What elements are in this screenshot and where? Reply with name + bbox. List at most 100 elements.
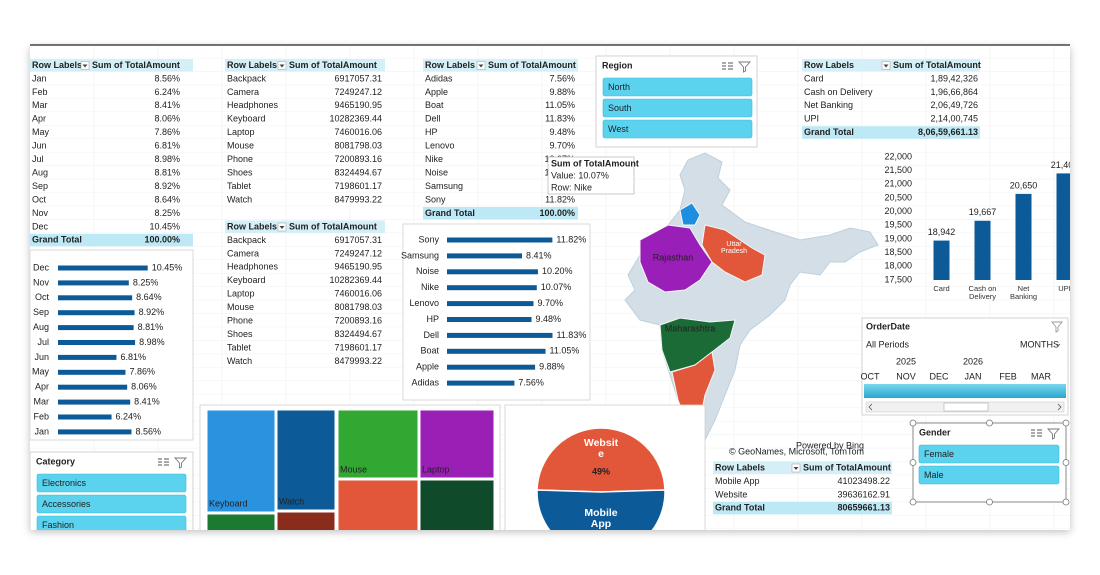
bar bbox=[1015, 193, 1032, 280]
selection-handle[interactable] bbox=[1062, 419, 1070, 427]
category-label: Aug bbox=[33, 322, 49, 332]
x-tick-label: Net Banking bbox=[1009, 285, 1038, 301]
multi-select-icon[interactable] bbox=[1031, 429, 1042, 437]
tooltip-title: Sum of TotalAmount bbox=[551, 158, 639, 168]
selection-handle[interactable] bbox=[1062, 498, 1070, 506]
bar bbox=[447, 285, 537, 291]
slicer-item[interactable] bbox=[918, 465, 1060, 485]
slicer-item[interactable] bbox=[602, 77, 753, 97]
data-label: 10.20% bbox=[542, 266, 573, 276]
row-value: 7460016.06 bbox=[334, 289, 382, 299]
table-header: Sum of TotalAmount bbox=[893, 60, 981, 70]
tile-label: Laptop bbox=[422, 464, 450, 474]
table-header: Row Labels bbox=[227, 60, 277, 70]
selection-handle[interactable] bbox=[909, 419, 917, 427]
bar bbox=[58, 414, 112, 420]
clear-filter-icon[interactable] bbox=[737, 61, 752, 73]
row-label: Mobile App bbox=[715, 476, 760, 486]
x-tick-label-box: Cash on Delivery bbox=[969, 285, 997, 300]
slicer-item-label: North bbox=[608, 82, 630, 92]
category-label: Sony bbox=[418, 234, 439, 244]
tooltip-row: Row: Nike bbox=[551, 182, 592, 192]
data-label: 10.07% bbox=[541, 282, 572, 292]
category-label: Jun bbox=[34, 352, 49, 362]
row-value: 6917057.31 bbox=[334, 235, 382, 245]
total-label: Grand Total bbox=[32, 235, 82, 245]
selection-handle[interactable] bbox=[909, 498, 917, 506]
multi-select-icon[interactable] bbox=[158, 458, 169, 466]
row-label: Jun bbox=[32, 141, 47, 151]
row-label: Shoes bbox=[227, 329, 253, 339]
row-label: Tablet bbox=[227, 342, 252, 352]
slice-label-box: Mobile App bbox=[584, 508, 617, 530]
timeline-month: OCT bbox=[861, 371, 881, 381]
row-value: 10.45% bbox=[149, 221, 180, 231]
tooltip-value: Value: 10.07% bbox=[551, 170, 609, 180]
row-value: 8324494.67 bbox=[334, 329, 382, 339]
selection-handle[interactable] bbox=[986, 498, 993, 506]
timeline-month: JAN bbox=[964, 371, 981, 381]
row-label: Oct bbox=[32, 194, 47, 204]
slicer-item[interactable] bbox=[602, 119, 753, 139]
total-value: 100.00% bbox=[539, 208, 575, 218]
bar bbox=[58, 265, 148, 271]
timeline-month: DEC bbox=[929, 371, 949, 381]
data-label: 10.45% bbox=[152, 262, 183, 272]
row-label: Jul bbox=[32, 154, 44, 164]
table-header-bg bbox=[30, 59, 193, 72]
slicer-item[interactable] bbox=[36, 494, 187, 514]
total-row-bg bbox=[423, 206, 578, 220]
data-label: 8.41% bbox=[526, 250, 552, 260]
slicer-item[interactable] bbox=[602, 98, 753, 118]
category-label: Dec bbox=[33, 262, 50, 272]
table-header-bg bbox=[225, 220, 385, 233]
timeline-bar[interactable] bbox=[864, 384, 1066, 398]
total-row-bg bbox=[713, 501, 892, 515]
category-label: Adidas bbox=[411, 377, 439, 387]
row-label: Adidas bbox=[425, 73, 453, 83]
selection-handle[interactable] bbox=[1062, 459, 1070, 466]
row-value: 2,06,49,726 bbox=[930, 100, 978, 110]
row-label: Camera bbox=[227, 248, 259, 258]
row-label: Phone bbox=[227, 316, 253, 326]
data-label: 6.81% bbox=[120, 352, 146, 362]
treemap-tile bbox=[276, 409, 336, 511]
row-value: 8479993.22 bbox=[334, 194, 382, 204]
row-value: 8.92% bbox=[154, 181, 180, 191]
clear-filter-icon[interactable] bbox=[1051, 321, 1063, 333]
selection-handle[interactable] bbox=[909, 459, 917, 466]
total-value: 100.00% bbox=[144, 235, 180, 245]
scroll-thumb[interactable] bbox=[943, 402, 989, 412]
bar bbox=[58, 354, 117, 360]
slicer-item-label: Female bbox=[924, 449, 954, 459]
row-label: Noise bbox=[425, 167, 448, 177]
data-label: 8.41% bbox=[134, 396, 160, 406]
category-label: Dell bbox=[423, 330, 439, 340]
row-label: Samsung bbox=[425, 181, 463, 191]
row-value: 8.06% bbox=[154, 114, 180, 124]
row-value: 1,96,66,864 bbox=[930, 87, 978, 97]
filter-arrow bbox=[279, 64, 285, 68]
clear-filter-icon[interactable] bbox=[1046, 428, 1061, 440]
slicer-item[interactable] bbox=[36, 515, 187, 534]
timeline-level[interactable]: MONTHS bbox=[1020, 339, 1059, 349]
multi-select-icon[interactable] bbox=[722, 62, 733, 70]
treemap-tile bbox=[419, 479, 495, 530]
slicer-item[interactable] bbox=[918, 444, 1060, 464]
clear-filter-icon[interactable] bbox=[173, 457, 188, 469]
x-tick-label-box: Card bbox=[933, 285, 949, 292]
slicer-title: Region bbox=[602, 60, 633, 70]
bar bbox=[58, 310, 135, 316]
selection-handle[interactable] bbox=[986, 419, 993, 427]
x-tick-label-box: UPI bbox=[1058, 285, 1070, 292]
bar bbox=[447, 269, 538, 275]
category-label: Apr bbox=[35, 382, 49, 392]
slicer-item[interactable] bbox=[36, 473, 187, 493]
y-tick-label: 17,500 bbox=[884, 274, 912, 284]
data-label: 6.24% bbox=[116, 411, 142, 421]
row-value: 41023498.22 bbox=[837, 476, 890, 486]
data-label: 19,667 bbox=[969, 207, 997, 217]
bar bbox=[447, 332, 553, 338]
category-label: Jan bbox=[34, 426, 49, 436]
row-value: 7460016.06 bbox=[334, 127, 382, 137]
